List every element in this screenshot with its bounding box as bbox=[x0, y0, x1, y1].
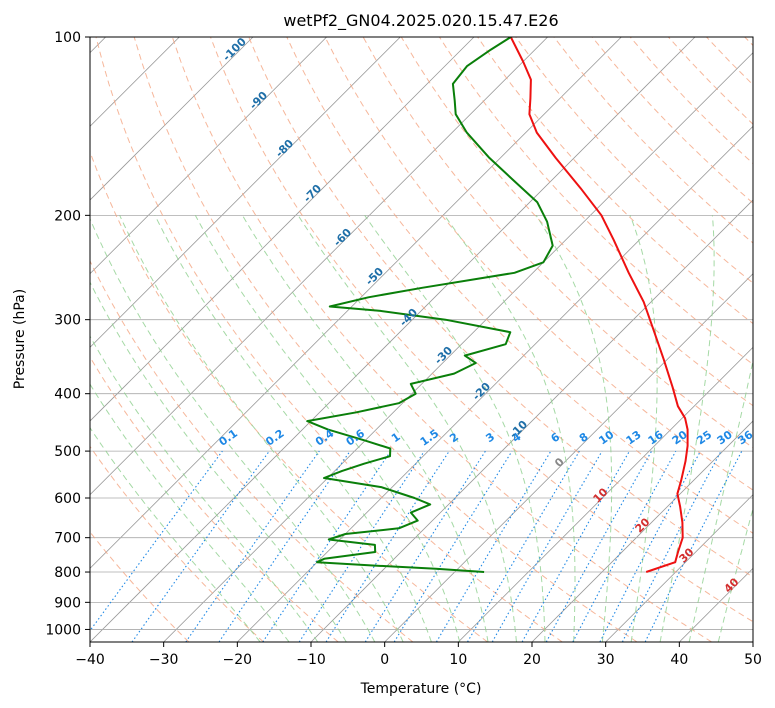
moist-adiabat-line bbox=[90, 335, 319, 642]
moist-adiabat-line bbox=[629, 215, 658, 642]
moist-adiabat-line bbox=[90, 281, 347, 642]
temperature-line bbox=[509, 37, 689, 573]
x-tick-label: 30 bbox=[597, 652, 615, 668]
mixing-ratio-line bbox=[644, 450, 743, 642]
y-tick-label: 400 bbox=[54, 387, 81, 403]
moist-adiabat-line bbox=[535, 215, 613, 642]
isotherm-line bbox=[90, 37, 548, 496]
dewpoint-line bbox=[306, 37, 554, 573]
x-tick-label: −10 bbox=[296, 652, 326, 668]
mixing-ratio-line bbox=[393, 450, 513, 642]
moist-adiabat-line bbox=[241, 215, 489, 642]
y-axis-title: Pressure (hPa) bbox=[12, 289, 28, 389]
dry-adiabat-line bbox=[90, 445, 264, 642]
moist-adiabat-line bbox=[90, 426, 261, 642]
dry-adiabat-line bbox=[210, 37, 753, 623]
mixing-ratio-line bbox=[185, 450, 320, 642]
dry-adiabat-line bbox=[515, 37, 753, 284]
chart-title: wetPf2_GN04.2025.020.15.47.E26 bbox=[283, 11, 558, 31]
y-tick-label: 300 bbox=[54, 313, 81, 329]
y-tick-label: 900 bbox=[54, 595, 81, 611]
moist-adiabat-line bbox=[364, 215, 546, 642]
mixing-ratio-line bbox=[545, 450, 653, 642]
mixing-ratio-line bbox=[218, 450, 351, 642]
moist-adiabat-line bbox=[194, 215, 461, 642]
moist-adiabat-line bbox=[154, 215, 432, 642]
dry-adiabat-line bbox=[171, 37, 712, 642]
plot-area: 0.1 0.2 0.4 0.6 1 1.5 2 3 4 6 8 10 13 16 20 25 30 36-100-… bbox=[90, 37, 755, 642]
y-axis-ticks: 100 200 300 400 500 600 700 800 900 1000 bbox=[45, 30, 90, 638]
mixing-ratio-line bbox=[325, 450, 450, 642]
mixing-ratio-line bbox=[90, 450, 223, 632]
y-tick-label: 500 bbox=[54, 444, 81, 460]
isotherm-line bbox=[90, 37, 327, 275]
dry-adiabat-line bbox=[248, 37, 753, 578]
isotherm-line bbox=[163, 52, 753, 642]
isotherm-line bbox=[605, 494, 753, 642]
x-tick-label: −40 bbox=[75, 652, 105, 668]
y-tick-label: 700 bbox=[54, 531, 81, 547]
mixing-ratio-line bbox=[521, 450, 630, 642]
x-axis-ticks: −40 −30 −20 −10 0 10 20 30 40 50 bbox=[75, 642, 762, 668]
mixing-ratio-line bbox=[262, 450, 392, 642]
mixing-ratio-line bbox=[131, 450, 270, 642]
y-tick-label: 1000 bbox=[45, 622, 81, 638]
x-tick-label: −30 bbox=[149, 652, 179, 668]
isotherm-line bbox=[384, 273, 753, 642]
isotherm-line bbox=[531, 420, 753, 642]
x-tick-label: 10 bbox=[449, 652, 467, 668]
isotherm-line bbox=[90, 37, 696, 642]
isotherm-lines bbox=[90, 37, 753, 642]
x-axis-title: Temperature (°C) bbox=[360, 681, 482, 697]
x-tick-label: 40 bbox=[670, 652, 688, 668]
isotherm-line bbox=[90, 37, 401, 348]
dry-adiabat-line bbox=[286, 37, 753, 534]
isotherm-line bbox=[90, 37, 475, 422]
dry-adiabat-line bbox=[90, 259, 414, 642]
moist-adiabat-line bbox=[659, 215, 715, 642]
moist-adiabat-line bbox=[90, 217, 376, 642]
isotherm-line bbox=[90, 37, 622, 569]
y-tick-label: 100 bbox=[54, 30, 81, 46]
isotherm-line bbox=[458, 346, 753, 642]
mixing-ratio-lines bbox=[90, 450, 743, 642]
dry-adiabat-line bbox=[95, 37, 563, 642]
dry-adiabat-lines bbox=[90, 37, 753, 642]
sounding-series bbox=[306, 37, 689, 573]
dry-adiabat-line bbox=[324, 37, 753, 491]
dry-adiabat-line bbox=[90, 356, 339, 642]
moist-adiabat-line bbox=[443, 215, 576, 642]
x-tick-label: 0 bbox=[380, 652, 389, 668]
y-tick-label: 600 bbox=[54, 491, 81, 507]
x-tick-label: −20 bbox=[223, 652, 253, 668]
moist-adiabat-line bbox=[119, 215, 404, 642]
y-tick-label: 800 bbox=[54, 565, 81, 581]
isobar-lines bbox=[90, 37, 753, 630]
moist-adiabat-lines bbox=[90, 215, 753, 642]
isotherm-line bbox=[90, 37, 254, 201]
plot-frame bbox=[89, 36, 754, 643]
mixing-ratio-label: 36 bbox=[735, 428, 755, 448]
mixing-ratio-line bbox=[572, 450, 677, 642]
x-tick-label: 20 bbox=[523, 652, 541, 668]
y-tick-label: 200 bbox=[54, 208, 81, 224]
x-tick-label: 50 bbox=[744, 652, 762, 668]
